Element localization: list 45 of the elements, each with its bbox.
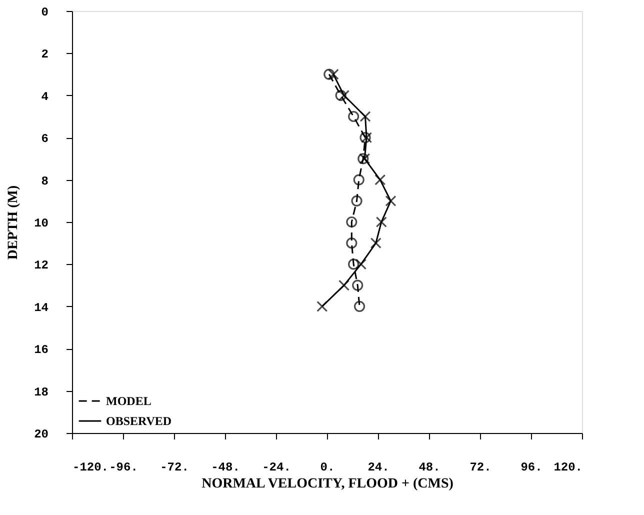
point — [348, 110, 360, 122]
y-tick-label: 16 — [34, 343, 48, 358]
point — [376, 216, 387, 228]
point — [335, 90, 346, 101]
point — [346, 216, 358, 228]
y-tick-label: 18 — [34, 385, 48, 400]
point — [385, 195, 396, 206]
y-tick-label: 4 — [41, 90, 48, 104]
y-tick-label: 2 — [41, 48, 48, 62]
point — [374, 174, 386, 186]
x-tick-label: -48. — [211, 460, 240, 474]
point — [353, 174, 364, 186]
point — [338, 90, 350, 101]
point — [360, 110, 371, 122]
x-tick-label: -120. — [72, 460, 109, 474]
y-tick-label: 0 — [41, 6, 48, 20]
x-tick-label: 96. — [520, 460, 542, 474]
y-tick-label: 20 — [34, 428, 48, 442]
point — [370, 238, 382, 249]
y-tick-label: 14 — [34, 300, 48, 315]
legend-label: MODEL — [106, 394, 152, 408]
y-tick-label: 8 — [41, 174, 48, 188]
x-tick-label: 48. — [418, 460, 440, 474]
y-tick-label: 6 — [41, 132, 48, 146]
y-tick-label: 12 — [34, 258, 48, 273]
y-axis-title: DEPTH (M) — [6, 185, 22, 260]
x-tick-label: -24. — [262, 460, 291, 474]
point — [338, 280, 350, 291]
point — [348, 258, 360, 270]
point — [354, 300, 366, 312]
point — [355, 258, 367, 270]
point — [328, 68, 339, 80]
x-tick-label: -72. — [160, 460, 189, 474]
point — [346, 238, 358, 249]
x-tick-label: 72. — [470, 460, 492, 474]
x-tick-label: 120. — [554, 460, 582, 474]
point — [352, 280, 364, 291]
x-axis-title: NORMAL VELOCITY, FLOOD + (CMS) — [202, 476, 454, 492]
y-tick-label: 10 — [34, 216, 48, 230]
x-tick-label: 0. — [320, 460, 335, 474]
point — [316, 300, 328, 312]
legend-label: OBSERVED — [106, 414, 172, 428]
point — [351, 195, 362, 206]
x-tick-label: 24. — [368, 460, 390, 474]
x-tick-label: -96. — [109, 460, 138, 474]
